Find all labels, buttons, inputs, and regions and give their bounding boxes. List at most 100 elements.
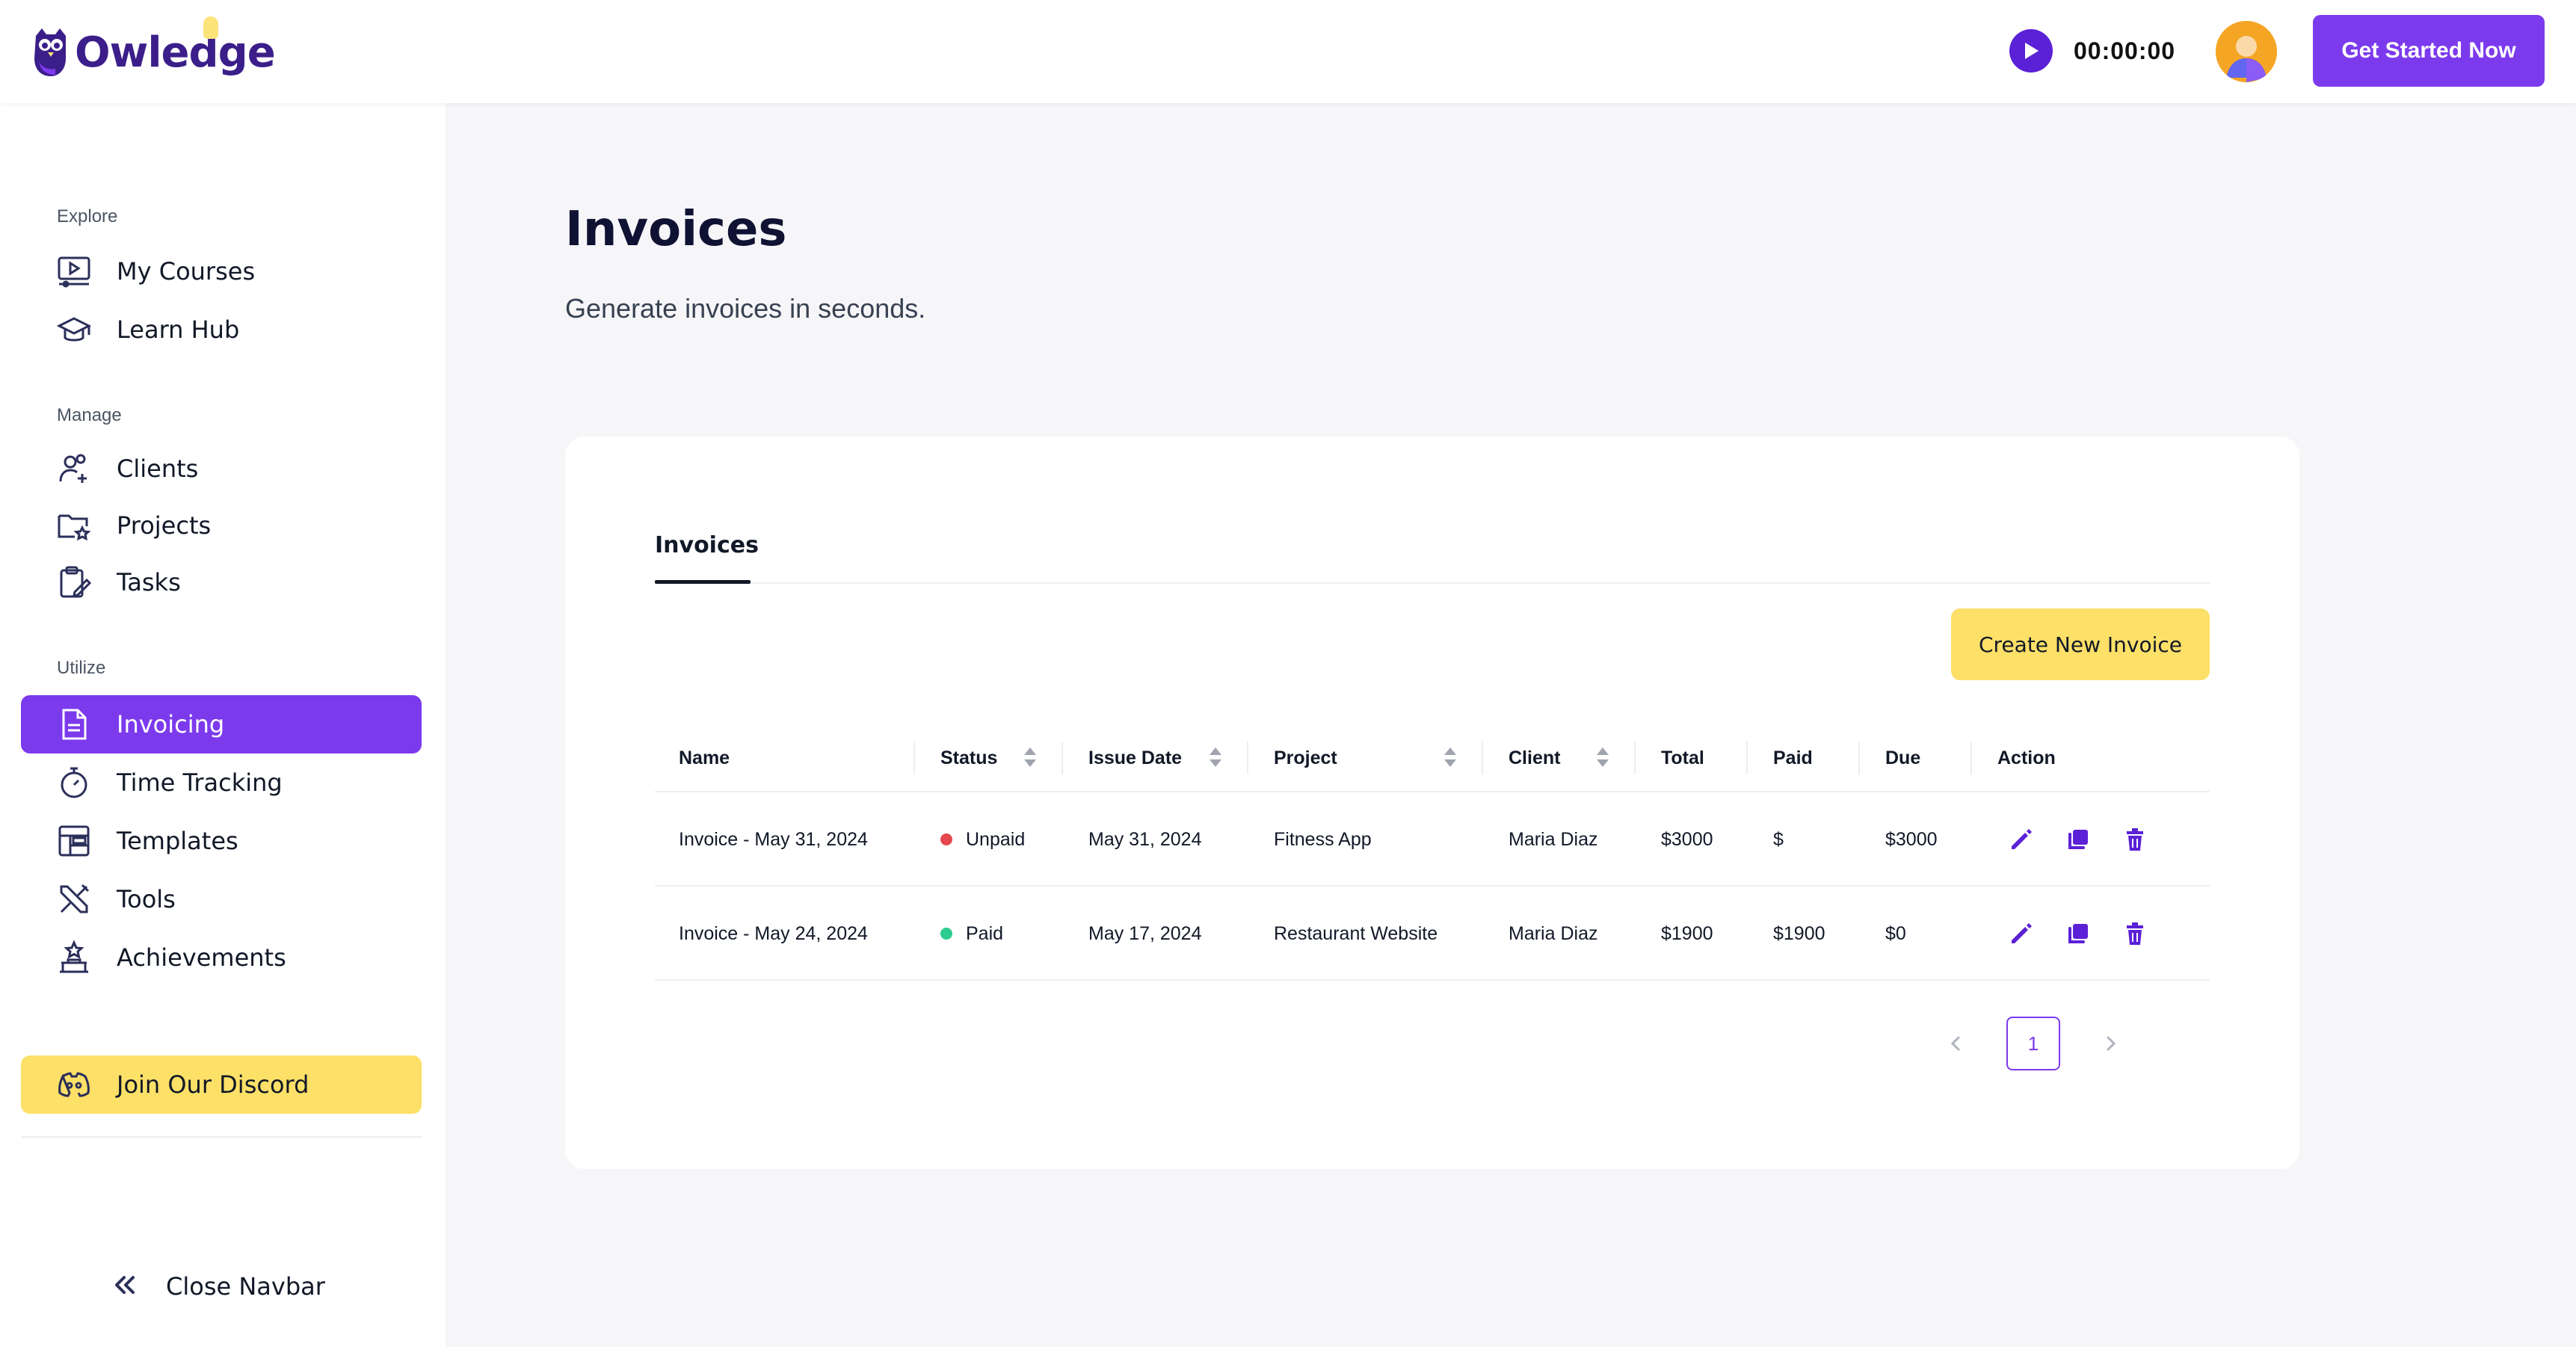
graduation-cap-icon (55, 311, 93, 348)
sidebar-item-label: My Courses (117, 257, 256, 286)
close-navbar-label: Close Navbar (166, 1272, 325, 1301)
edit-icon[interactable] (2005, 823, 2038, 856)
lightbulb-icon (203, 16, 218, 39)
column-separator (1247, 742, 1248, 774)
duplicate-icon[interactable] (2062, 823, 2095, 856)
status-badge: Paid (940, 887, 1003, 981)
column-separator (1858, 742, 1860, 774)
active-tab-indicator (655, 580, 751, 584)
status-badge: Unpaid (940, 792, 1025, 887)
status-text: Paid (966, 922, 1004, 944)
tab-rule (655, 582, 2210, 584)
user-avatar[interactable] (2216, 21, 2277, 82)
client-name: Maria Diaz (1509, 828, 1598, 850)
invoice-name[interactable]: Invoice - May 31, 2024 (679, 828, 868, 850)
users-plus-icon (55, 450, 93, 487)
document-icon (55, 706, 93, 743)
clipboard-pen-icon (55, 564, 93, 601)
due-amount: $3000 (1885, 828, 1938, 850)
trash-icon[interactable] (2119, 917, 2151, 950)
stopwatch-icon (55, 764, 93, 801)
sidebar-item-label: Clients (117, 454, 199, 483)
issue-date: May 31, 2024 (1088, 828, 1202, 850)
sidebar-item-projects[interactable]: Projects (21, 496, 422, 555)
time-tracker: 00:00:00 (2009, 28, 2175, 73)
owledge-logo[interactable]: Owledge (30, 16, 276, 82)
column-separator (1482, 742, 1483, 774)
sidebar-item-my-courses[interactable]: My Courses (21, 242, 422, 300)
sidebar-divider (21, 1136, 422, 1138)
status-dot-icon (940, 928, 952, 940)
column-separator (1970, 742, 1972, 774)
table-row[interactable]: Invoice - May 24, 2024 Paid May 17, 2024… (655, 887, 2210, 981)
sidebar-item-time-tracking[interactable]: Time Tracking (21, 753, 422, 812)
sort-project-icon[interactable] (1443, 746, 1458, 770)
column-separator (1634, 742, 1636, 774)
duplicate-icon[interactable] (2062, 917, 2095, 950)
due-amount: $0 (1885, 922, 1906, 944)
paid-amount: $ (1773, 828, 1784, 850)
edit-icon[interactable] (2005, 917, 2038, 950)
pagination: 1 (1941, 1017, 2126, 1070)
trash-icon[interactable] (2119, 823, 2151, 856)
sort-status-icon[interactable] (1023, 746, 1038, 770)
discord-label: Join Our Discord (117, 1070, 309, 1099)
page-subtitle: Generate invoices in seconds. (565, 293, 926, 324)
join-discord-button[interactable]: Join Our Discord (21, 1055, 422, 1114)
column-separator (1746, 742, 1748, 774)
client-name: Maria Diaz (1509, 922, 1598, 944)
folder-star-icon (55, 507, 93, 544)
sidebar-item-tasks[interactable]: Tasks (21, 553, 422, 611)
layout-grid-icon (55, 822, 93, 860)
column-header-paid: Paid (1773, 747, 1813, 768)
column-header-issue-date: Issue Date (1088, 747, 1183, 768)
total-amount: $3000 (1661, 828, 1713, 850)
top-header: Owledge 00:00:00 Get Started Now (0, 0, 2576, 103)
double-chevron-left-icon (111, 1272, 138, 1302)
invoice-name[interactable]: Invoice - May 24, 2024 (679, 922, 868, 944)
section-label-manage: Manage (57, 405, 122, 425)
next-page-chevron-right-icon[interactable] (2096, 1017, 2126, 1070)
owl-logo-icon (30, 25, 72, 79)
sidebar: Explore My Courses Learn Hub Manage Clie… (0, 103, 446, 1347)
page-title: Invoices (565, 202, 787, 257)
table-header: Name Status Issue Date Project Client To… (655, 724, 2210, 792)
timer-display: 00:00:00 (2074, 37, 2176, 64)
play-icon (2025, 43, 2039, 59)
sort-client-icon[interactable] (1595, 746, 1610, 770)
discord-icon (55, 1066, 93, 1103)
tools-icon (55, 881, 93, 918)
table-row[interactable]: Invoice - May 31, 2024 Unpaid May 31, 20… (655, 792, 2210, 887)
sidebar-item-label: Tools (117, 885, 176, 913)
tab-invoices[interactable]: Invoices (655, 532, 759, 558)
sidebar-item-clients[interactable]: Clients (21, 440, 422, 498)
play-timer-button[interactable] (2009, 29, 2053, 73)
sidebar-item-label: Invoicing (117, 710, 225, 739)
sidebar-item-label: Learn Hub (117, 315, 240, 344)
create-new-invoice-button[interactable]: Create New Invoice (1951, 608, 2210, 680)
sidebar-item-templates[interactable]: Templates (21, 812, 422, 870)
total-amount: $1900 (1661, 922, 1713, 944)
page-number-button[interactable]: 1 (2006, 1017, 2060, 1070)
sidebar-item-label: Projects (117, 511, 212, 540)
column-header-client: Client (1509, 747, 1561, 768)
sort-issue-date-icon[interactable] (1208, 746, 1223, 770)
column-header-name: Name (679, 747, 730, 768)
sidebar-item-label: Templates (117, 827, 238, 855)
column-header-project: Project (1274, 747, 1337, 768)
logo-text: Owledge (75, 28, 276, 77)
sidebar-item-label: Time Tracking (117, 768, 283, 797)
prev-page-chevron-left-icon[interactable] (1941, 1017, 1970, 1070)
column-header-status: Status (940, 747, 998, 768)
sidebar-item-achievements[interactable]: Achievements (21, 928, 422, 987)
sidebar-item-invoicing[interactable]: Invoicing (21, 695, 422, 753)
project-name: Restaurant Website (1274, 922, 1438, 944)
get-started-button[interactable]: Get Started Now (2313, 15, 2545, 87)
close-navbar-button[interactable]: Close Navbar (111, 1260, 325, 1313)
paid-amount: $1900 (1773, 922, 1825, 944)
podium-star-icon (55, 939, 93, 976)
section-label-utilize: Utilize (57, 658, 106, 678)
sidebar-item-tools[interactable]: Tools (21, 870, 422, 928)
sidebar-item-learn-hub[interactable]: Learn Hub (21, 300, 422, 359)
invoices-card: Invoices Create New Invoice Name Status … (565, 437, 2299, 1169)
